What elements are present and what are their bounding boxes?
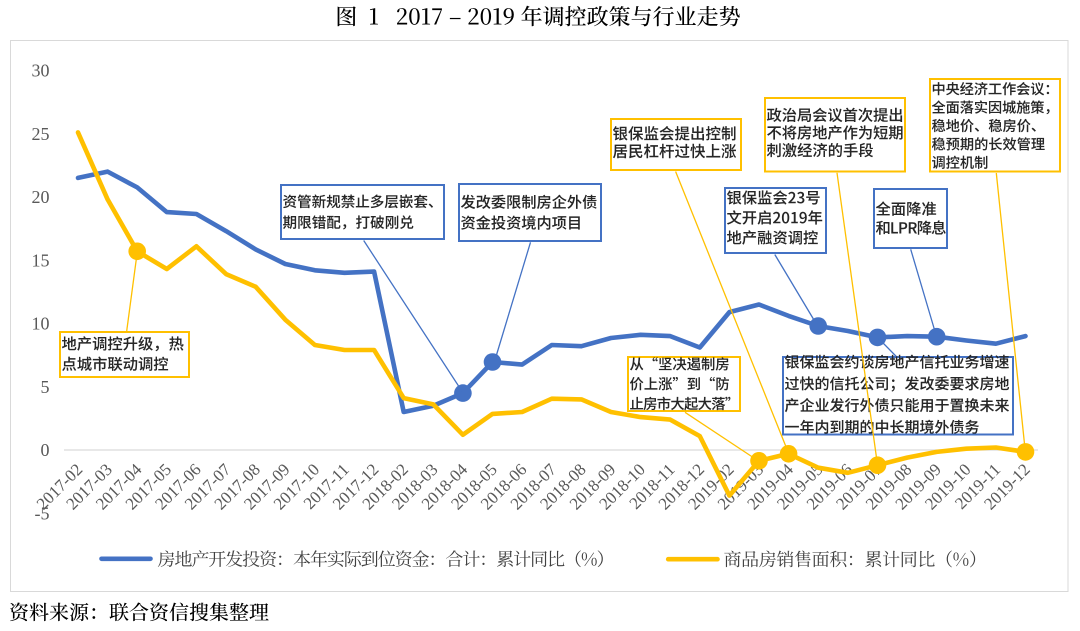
svg-text:15: 15 <box>32 250 50 270</box>
svg-text:20: 20 <box>32 187 50 207</box>
svg-text:30: 30 <box>32 61 50 81</box>
svg-text:5: 5 <box>41 377 50 397</box>
svg-text:10: 10 <box>32 314 50 334</box>
svg-text:-5: -5 <box>35 504 50 524</box>
svg-text:0: 0 <box>41 440 50 460</box>
svg-text:25: 25 <box>32 124 50 144</box>
